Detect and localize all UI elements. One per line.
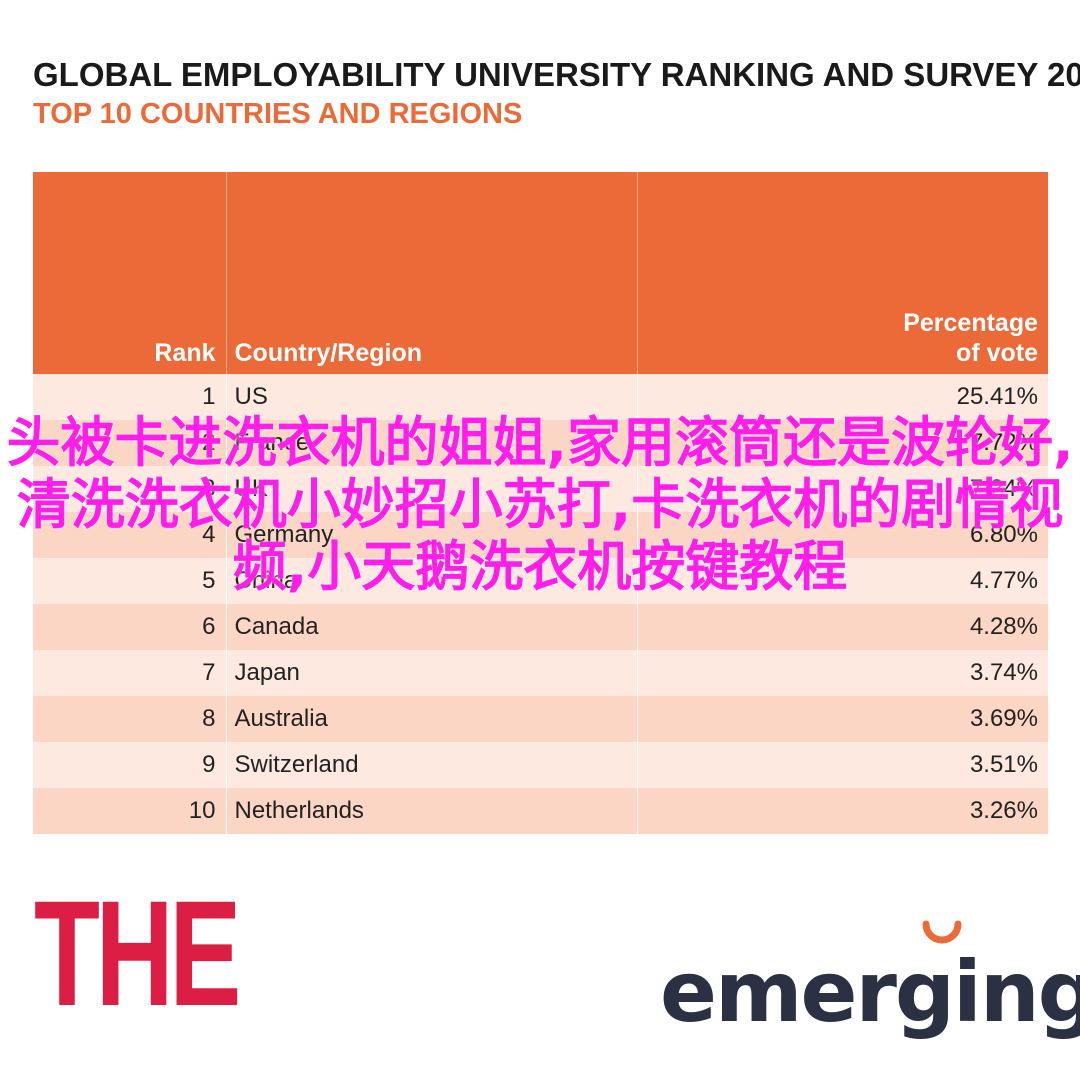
- percentage-cell: 3.51%: [637, 742, 1048, 788]
- rank-cell: 8: [33, 696, 227, 742]
- percentage-cell: 7.24%: [637, 466, 1048, 512]
- header-percentage-line2: of vote: [956, 339, 1038, 367]
- country-cell: US: [226, 374, 638, 420]
- percentage-cell: 3.69%: [637, 696, 1048, 742]
- country-cell: Canada: [226, 604, 638, 650]
- emerging-logo: emerging: [660, 943, 1080, 1041]
- table-row: 3 UK 7.24%: [33, 466, 1048, 512]
- header-rank: Rank: [33, 172, 227, 374]
- country-cell: Australia: [226, 696, 638, 742]
- emerging-logo-arc-icon: [922, 920, 962, 944]
- table-row: 5 China 4.77%: [33, 558, 1048, 604]
- table-body: 1 US 25.41% 2 France 7.72% 3 UK 7.24% 4 Germany 6.8…: [33, 374, 1048, 834]
- header-country: Country/Region: [226, 172, 638, 374]
- rank-cell: 9: [33, 742, 227, 788]
- rank-cell: 5: [33, 558, 227, 604]
- header-percentage: Percentage of vote: [637, 172, 1048, 374]
- rank-cell: 7: [33, 650, 227, 696]
- percentage-cell: 25.41%: [637, 374, 1048, 420]
- rank-cell: 6: [33, 604, 227, 650]
- table-row: 9 Switzerland 3.51%: [33, 742, 1048, 788]
- table-row: 2 France 7.72%: [33, 420, 1048, 466]
- table-row: 6 Canada 4.28%: [33, 604, 1048, 650]
- country-cell: China: [226, 558, 638, 604]
- rank-cell: 10: [33, 788, 227, 834]
- percentage-cell: 6.80%: [637, 512, 1048, 558]
- percentage-cell: 3.74%: [637, 650, 1048, 696]
- country-cell: Switzerland: [226, 742, 638, 788]
- country-cell: UK: [226, 466, 638, 512]
- table-row: 7 Japan 3.74%: [33, 650, 1048, 696]
- rank-cell: 2: [33, 420, 227, 466]
- header-percentage-line1: Percentage: [903, 309, 1038, 337]
- table-row: 1 US 25.41%: [33, 374, 1048, 420]
- country-cell: Germany: [226, 512, 638, 558]
- page-subtitle: TOP 10 COUNTRIES AND REGIONS: [33, 98, 523, 130]
- page-title: GLOBAL EMPLOYABILITY UNIVERSITY RANKING …: [33, 56, 1080, 93]
- country-cell: Netherlands: [226, 788, 638, 834]
- rank-cell: 3: [33, 466, 227, 512]
- percentage-cell: 4.28%: [637, 604, 1048, 650]
- country-cell: Japan: [226, 650, 638, 696]
- table-header-row: Rank Country/Region Percentage of vote: [33, 172, 1048, 374]
- ranking-table: Rank Country/Region Percentage of vote 1…: [33, 172, 1048, 834]
- table-row: 4 Germany 6.80%: [33, 512, 1048, 558]
- country-cell: France: [226, 420, 638, 466]
- rank-cell: 4: [33, 512, 227, 558]
- percentage-cell: 4.77%: [637, 558, 1048, 604]
- the-logo: THE: [34, 869, 241, 1037]
- percentage-cell: 3.26%: [637, 788, 1048, 834]
- rank-cell: 1: [33, 374, 227, 420]
- percentage-cell: 7.72%: [637, 420, 1048, 466]
- table-row: 8 Australia 3.69%: [33, 696, 1048, 742]
- table-row: 10 Netherlands 3.26%: [33, 788, 1048, 834]
